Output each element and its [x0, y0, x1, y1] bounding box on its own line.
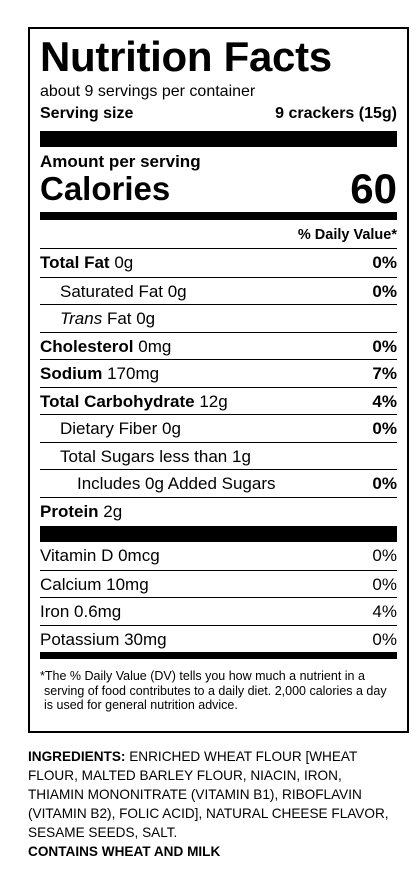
dv-header: % Daily Value*: [40, 220, 397, 249]
calories-row: Calories 60: [40, 165, 397, 212]
servings: about 9 servings per container: [40, 83, 256, 100]
nutrient-row: Trans Fat 0g: [40, 304, 397, 332]
vitamin-rows: Vitamin D 0mcg 0% Calcium 10mg 0% Iron 0.6…: [40, 542, 397, 652]
nutrient: Saturated Fat 0g: [60, 281, 187, 301]
calories-value: 60: [350, 165, 397, 212]
vitamin-row: Vitamin D 0mcg 0%: [40, 542, 397, 570]
nutrient: Total Carbohydrate: [40, 391, 195, 411]
nutrient: Total Fat: [40, 253, 110, 272]
footnote: *The % Daily Value (DV) tells you how mu…: [40, 669, 387, 712]
amount: 0g: [114, 253, 134, 272]
vitamin-row: Calcium 10mg 0%: [40, 569, 397, 598]
amount: 2g: [103, 501, 123, 521]
nutrient: Total Sugars less than 1g: [60, 446, 251, 466]
dv: 0%: [372, 253, 397, 272]
vitamin: Potassium 30mg: [40, 629, 167, 649]
nutrient-rows: Total Fat 0g 0% Saturated Fat 0g 0% Trans …: [40, 249, 397, 524]
nutrient: Sodium: [40, 364, 103, 383]
nutrient-row: Dietary Fiber 0g 0%: [40, 414, 397, 442]
nutrient-row: Total Carbohydrate 12g 4%: [40, 386, 397, 415]
nutrient-row: Total Sugars less than 1g: [40, 441, 397, 470]
ingredients-text: ENRICHED WHEAT FLOUR [WHEAT FLOUR, MALTE…: [28, 749, 389, 840]
nutrient: Includes 0g Added Sugars: [77, 474, 276, 493]
nutrient: Cholesterol: [40, 336, 134, 356]
ingredients: INGREDIENTS: ENRICHED WHEAT FLOUR [WHEAT…: [28, 747, 390, 842]
nutrient: Protein: [40, 501, 99, 521]
thick-rule: [40, 526, 397, 542]
dv: 0%: [372, 574, 397, 594]
amount: 0mg: [138, 336, 172, 356]
nutrient-row: Total Fat 0g 0%: [40, 249, 397, 277]
vitamin-row: Potassium 30mg 0%: [40, 624, 397, 653]
nutrient-row: Sodium 170mg 7%: [40, 359, 397, 387]
serving-size-value: 9 crackers (15g): [275, 105, 397, 122]
nutrient: Dietary Fiber 0g: [60, 419, 181, 438]
amount: 12g: [199, 391, 228, 411]
amount-per-serving: Amount per serving: [40, 152, 201, 171]
nutrient-prefix: Trans: [60, 309, 103, 328]
dv: 0%: [372, 281, 397, 301]
vitamin: Vitamin D 0mcg: [40, 546, 160, 565]
label-content: Nutrition Facts about 9 servings per con…: [40, 29, 397, 713]
dv: 0%: [372, 474, 397, 493]
dv: 4%: [372, 602, 397, 621]
amount: 170mg: [107, 364, 160, 383]
allergens: CONTAINS WHEAT AND MILK: [28, 844, 221, 859]
ingredients-label: INGREDIENTS:: [28, 749, 126, 764]
nutrient-row: Includes 0g Added Sugars 0%: [40, 469, 397, 497]
medium-rule: [40, 212, 397, 220]
serving-size: Serving size 9 crackers (15g): [40, 103, 397, 125]
nutrition-label: Nutrition Facts about 9 servings per con…: [28, 27, 409, 733]
nutrient: Fat 0g: [106, 309, 156, 328]
thick-rule: [40, 131, 397, 147]
dv: 0%: [372, 546, 397, 565]
dv: 7%: [372, 364, 397, 383]
serving-size-label: Serving size: [40, 105, 134, 122]
nutrient-row: Protein 2g: [40, 496, 397, 525]
title: Nutrition Facts: [40, 33, 332, 80]
nutrient-row: Cholesterol 0mg 0%: [40, 331, 397, 360]
vitamin: Calcium 10mg: [40, 574, 149, 594]
vitamin-row: Iron 0.6mg 4%: [40, 597, 397, 625]
dv: 0%: [372, 629, 397, 649]
medium-rule: [40, 652, 397, 659]
dv: 4%: [372, 391, 397, 411]
calories-label: Calories: [40, 170, 171, 207]
dv: 0%: [372, 336, 397, 356]
vitamin: Iron 0.6mg: [40, 602, 122, 621]
nutrient-row: Saturated Fat 0g 0%: [40, 276, 397, 305]
dv: 0%: [372, 419, 397, 438]
